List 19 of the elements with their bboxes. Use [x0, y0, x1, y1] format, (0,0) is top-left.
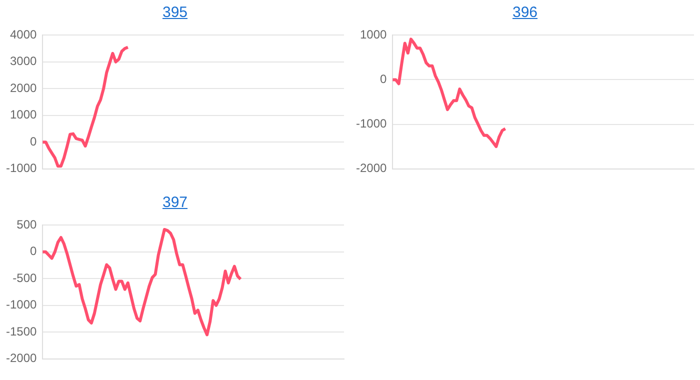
y-tick-label: -1000 [6, 298, 38, 312]
y-tick-label: -2000 [6, 351, 38, 366]
y-tick-label: -1500 [6, 324, 38, 338]
y-tick-label: 0 [30, 244, 38, 258]
y-tick-label: -500 [12, 270, 38, 285]
chart-title: 396 [512, 4, 538, 21]
y-tick-label: 1000 [360, 28, 388, 42]
y-tick-label: 1000 [10, 108, 38, 122]
y-tick-label: 0 [30, 134, 38, 148]
y-tick-label: 3000 [10, 54, 38, 68]
y-tick-label: 2000 [10, 80, 38, 95]
y-tick-label: 4000 [10, 28, 38, 42]
y-tick-label: -2000 [356, 161, 388, 176]
y-tick-label: -1000 [356, 116, 388, 131]
y-tick-label: 0 [380, 72, 388, 86]
chart-title: 395 [162, 4, 188, 21]
y-tick-label: 500 [16, 218, 38, 232]
y-tick-label: -1000 [6, 161, 38, 176]
chart-title: 397 [162, 194, 188, 211]
